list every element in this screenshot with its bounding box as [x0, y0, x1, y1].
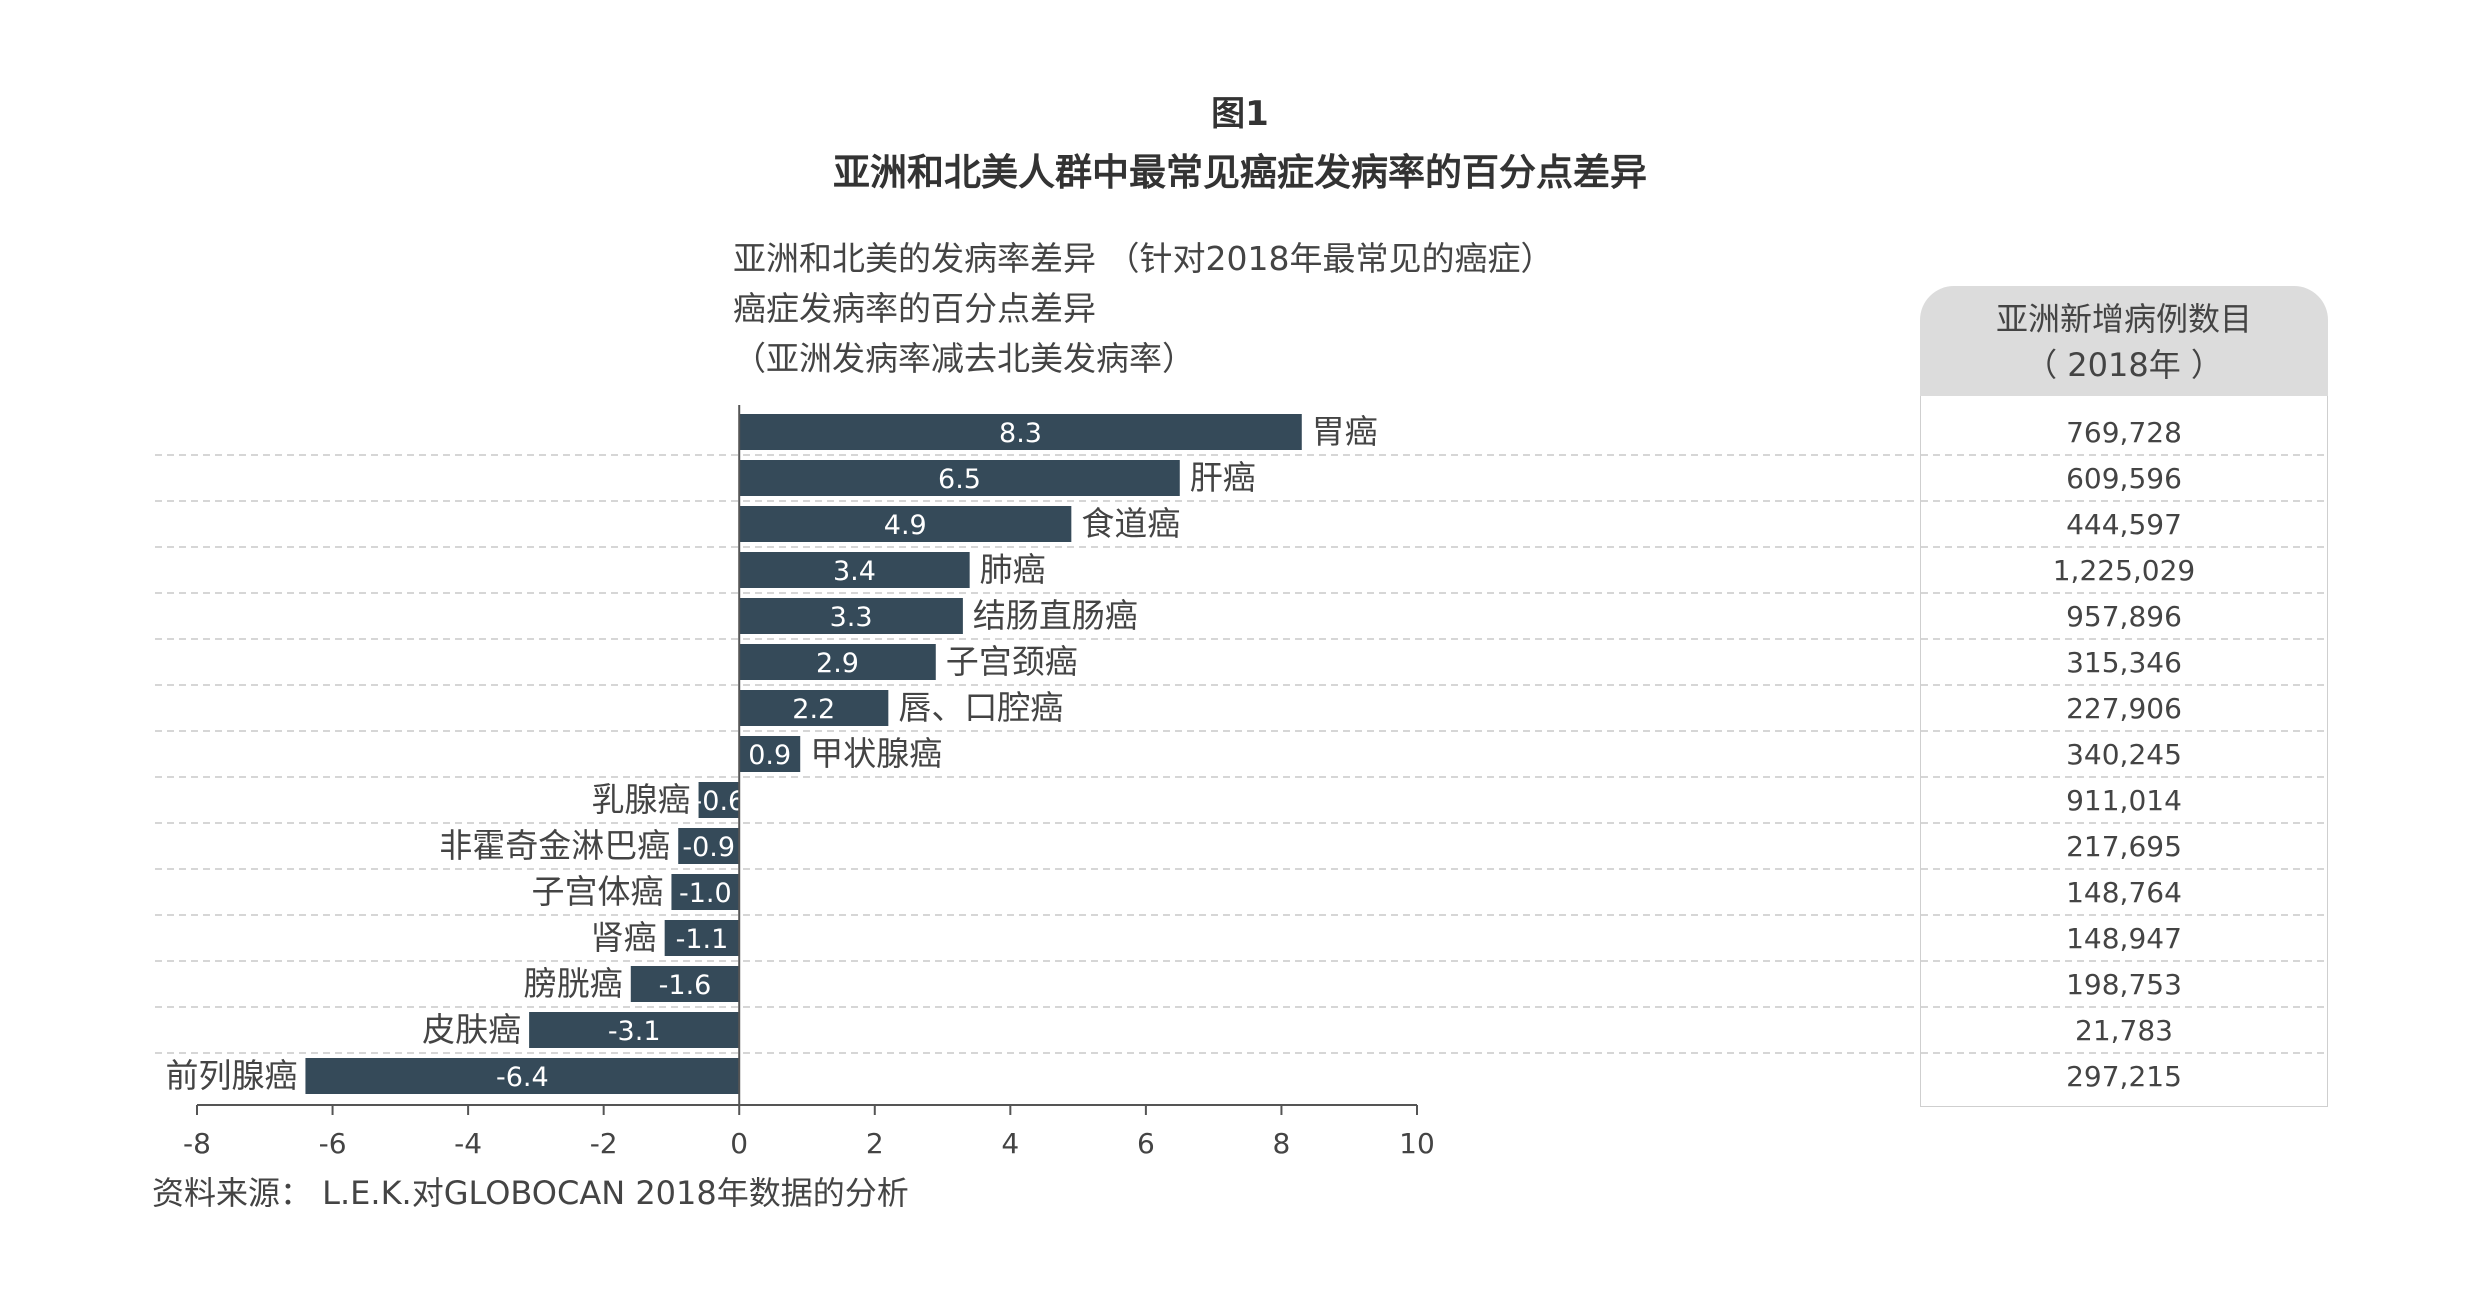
figure-label: 图1 — [1211, 94, 1269, 134]
category-label: 唇、口腔癌 — [898, 688, 1063, 727]
table-cell: 315,346 — [2066, 646, 2182, 679]
category-label: 结肠直肠癌 — [973, 596, 1138, 635]
table-body — [1920, 396, 2328, 1107]
table-cell: 609,596 — [2066, 462, 2182, 495]
bar-6 — [739, 644, 936, 680]
table-cell: 21,783 — [2075, 1014, 2173, 1047]
category-label: 前列腺癌 — [165, 1056, 297, 1095]
category-label: 胃癌 — [1312, 412, 1378, 451]
source-note: 资料来源： L.E.K.对GLOBOCAN 2018年数据的分析 — [152, 1174, 909, 1212]
bar-14 — [529, 1012, 740, 1048]
table-header-line-1: 亚洲新增病例数目 — [1995, 300, 2252, 338]
bar-2 — [739, 460, 1180, 496]
table-cell: 444,597 — [2066, 508, 2182, 541]
bar-value-label: 2.2 — [792, 694, 835, 725]
bar-1 — [739, 414, 1302, 450]
table-cell: 217,695 — [2066, 830, 2182, 863]
bar-11 — [671, 874, 740, 910]
bar-value-label: 3.4 — [833, 556, 876, 587]
table-cell: 227,906 — [2066, 692, 2182, 725]
x-tick-label: -4 — [454, 1127, 482, 1160]
bar-value-label: -1.6 — [659, 970, 712, 1001]
x-tick-label: 2 — [866, 1127, 884, 1160]
chart-subtitle-line-1: 亚洲和北美的发病率差异 （针对2018年最常见的癌症） — [733, 239, 1554, 278]
chart-subtitle-line-2: 癌症发病率的百分点差异 — [733, 289, 1096, 328]
bar-value-label: -1.0 — [679, 878, 732, 909]
table-cell: 148,947 — [2066, 922, 2182, 955]
category-label: 乳腺癌 — [592, 780, 691, 819]
category-label: 皮肤癌 — [422, 1010, 521, 1049]
table-header: 亚洲新增病例数目 （ 2018年 ） — [1920, 286, 2328, 396]
bar-value-label: 3.3 — [830, 602, 873, 633]
table-cell: 911,014 — [2066, 784, 2182, 817]
bar-value-label: 2.9 — [816, 648, 859, 679]
table-cell: 297,215 — [2066, 1060, 2182, 1093]
category-label: 肝癌 — [1190, 458, 1256, 497]
bar-15 — [305, 1058, 740, 1094]
chart-subtitle-line-3: （亚洲发病率减去北美发病率） — [733, 339, 1195, 378]
table-cell: 198,753 — [2066, 968, 2182, 1001]
table-header-line-2: （ 2018年 ） — [2025, 346, 2223, 384]
bar-8 — [739, 736, 801, 772]
table-cell: 1,225,029 — [2053, 554, 2196, 587]
bar-9 — [698, 782, 740, 818]
table-cell: 340,245 — [2066, 738, 2182, 771]
x-tick-label: 4 — [1001, 1127, 1019, 1160]
x-tick-label: -2 — [590, 1127, 618, 1160]
bar-value-label: 8.3 — [999, 418, 1042, 449]
table-cell: 769,728 — [2066, 416, 2182, 449]
figure-title: 亚洲和北美人群中最常见癌症发病率的百分点差异 — [833, 151, 1647, 194]
x-tick-label: 10 — [1399, 1127, 1435, 1160]
bar-13 — [630, 966, 740, 1002]
bar-value-label: -6.4 — [496, 1062, 549, 1093]
category-label: 肺癌 — [980, 550, 1046, 589]
category-label: 肾癌 — [591, 918, 657, 957]
x-tick-label: 0 — [730, 1127, 748, 1160]
bar-value-label: 0.9 — [748, 740, 791, 771]
category-label: 食道癌 — [1081, 504, 1180, 543]
x-tick-label: 8 — [1273, 1127, 1291, 1160]
category-label: 子宫体癌 — [531, 872, 663, 911]
bar-value-label: -3.1 — [608, 1016, 661, 1047]
x-tick-label: -8 — [183, 1127, 211, 1160]
x-tick-label: -6 — [319, 1127, 347, 1160]
bar-4 — [739, 552, 970, 588]
category-label: 甲状腺癌 — [810, 734, 942, 773]
bar-value-label: 4.9 — [884, 510, 927, 541]
bar-10 — [678, 828, 740, 864]
category-label: 膀胱癌 — [524, 964, 623, 1003]
bar-7 — [739, 690, 889, 726]
category-label: 子宫颈癌 — [946, 642, 1078, 681]
bar-value-label: -0.9 — [682, 832, 735, 863]
x-tick-label: 6 — [1137, 1127, 1155, 1160]
table-cell: 148,764 — [2066, 876, 2182, 909]
category-label: 非霍奇金淋巴癌 — [439, 826, 670, 865]
bar-12 — [664, 920, 740, 956]
bar-value-label: -0.6 — [693, 786, 746, 817]
bar-5 — [739, 598, 963, 634]
bar-value-label: 6.5 — [938, 464, 981, 495]
bar-3 — [739, 506, 1072, 542]
table-cell: 957,896 — [2066, 600, 2182, 633]
bar-value-label: -1.1 — [676, 924, 729, 955]
